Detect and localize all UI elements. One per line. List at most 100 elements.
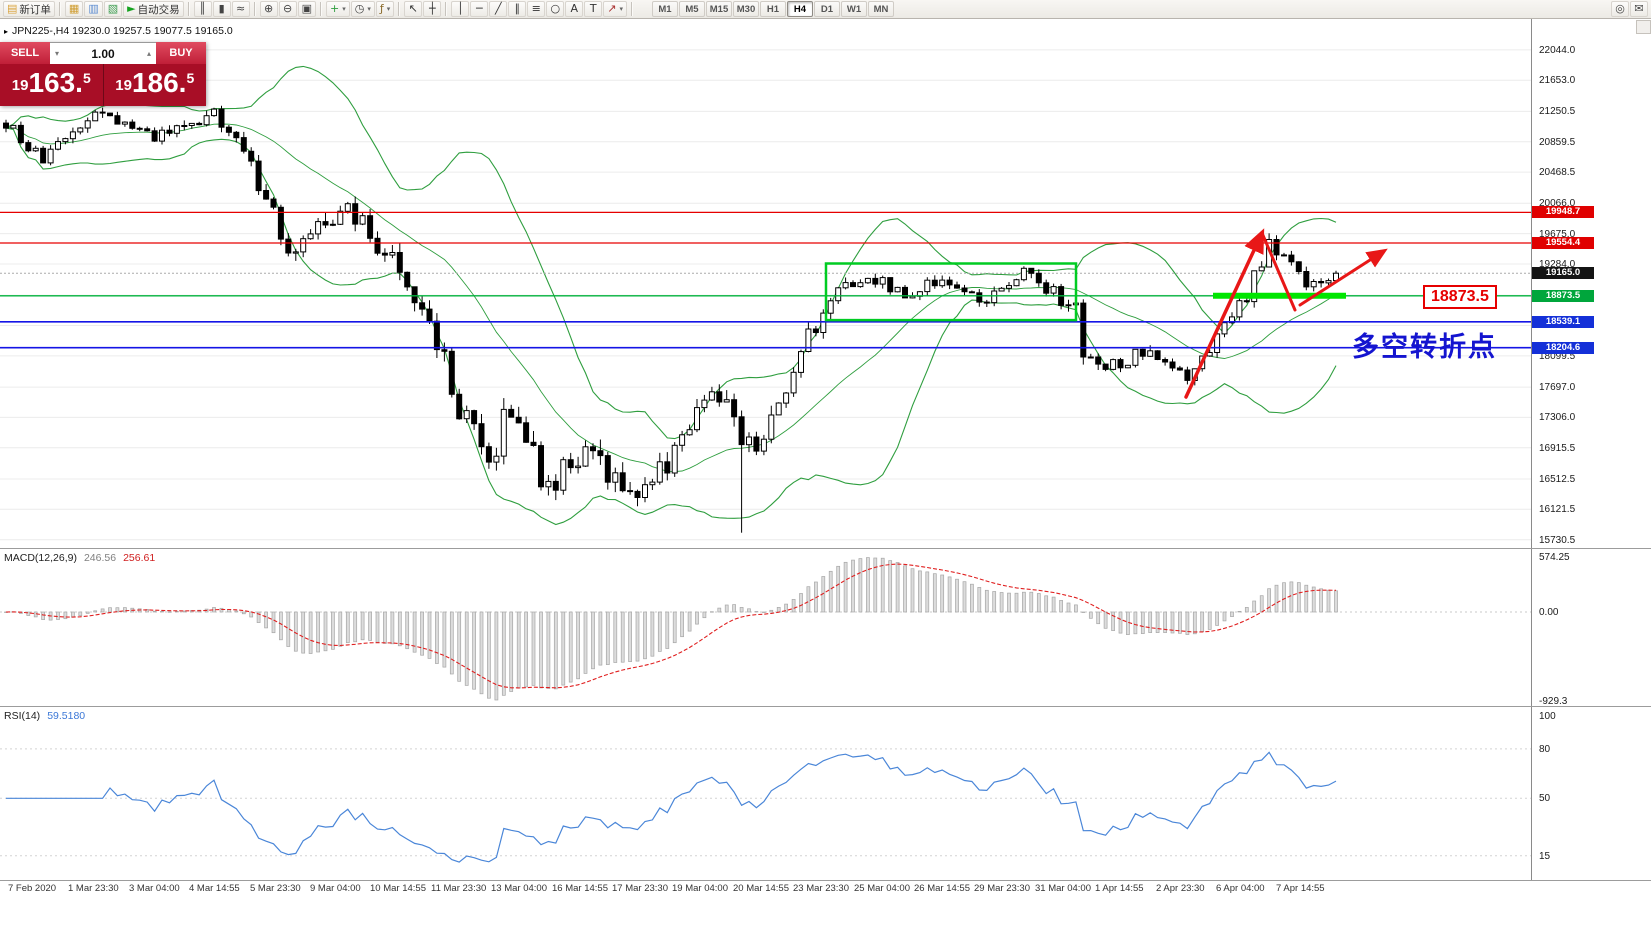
time-axis[interactable]: 7 Feb 2020 1 Mar 23:30 3 Mar 04:00 4 Mar 14…	[0, 881, 1651, 899]
time-axis-label: 7 Apr 14:55	[1276, 883, 1325, 894]
symbol-ohlc-text: JPN225-,H4 19230.0 19257.5 19077.5 19165…	[12, 25, 233, 37]
timeframe-h1-button[interactable]: H1	[759, 1, 786, 17]
tile-windows-button-icon: ▣	[301, 2, 312, 15]
sell-button[interactable]: SELL	[0, 42, 50, 64]
price-level-callout[interactable]: 18873.5	[1423, 285, 1497, 309]
buy-price[interactable]: 19 186. 5	[104, 64, 207, 106]
sell-price-prefix: 19	[11, 77, 29, 94]
price-axis-label: 15730.5	[1539, 535, 1576, 546]
toolbar-separator	[320, 2, 322, 16]
trendline-button[interactable]: ╱	[489, 1, 508, 17]
timeframe-d1-button[interactable]: D1	[813, 1, 840, 17]
time-axis-label: 31 Mar 04:00	[1035, 883, 1091, 894]
turning-point-annotation[interactable]: 多空转折点	[1352, 332, 1497, 362]
price-axis-label: 16915.5	[1539, 443, 1576, 454]
bollinger-bands	[5, 65, 1337, 526]
timeframe-h4-button[interactable]: H4	[786, 1, 813, 17]
channel-button[interactable]: ∥	[508, 1, 527, 17]
new-order-button[interactable]: ▤ 新订单	[3, 1, 55, 17]
community-button[interactable]: ✉	[1630, 1, 1648, 17]
candles-layer[interactable]	[3, 105, 1339, 533]
arrows-button-icon: ↗	[607, 2, 617, 15]
volume-field: ▾ ▴	[50, 42, 156, 64]
panel-separator[interactable]	[0, 548, 1651, 549]
price-axis[interactable]: 22044.0 21653.0 21250.5 20859.5 20468.5 20066…	[1531, 18, 1651, 880]
text-button[interactable]: A	[565, 1, 584, 17]
crosshair-button[interactable]: ┼	[423, 1, 442, 17]
timeframe-m30-button[interactable]: M30	[732, 1, 759, 17]
market-watch-button-icon: ▦	[68, 2, 80, 15]
chart-line-button[interactable]: ≈	[231, 1, 250, 17]
shapes-button[interactable]: ○	[546, 1, 565, 17]
time-axis-label: 10 Mar 14:55	[370, 883, 426, 894]
chart-scroll-button[interactable]	[1636, 20, 1651, 34]
trend-arrows[interactable]	[1184, 228, 1388, 399]
vertical-line-button[interactable]: │	[451, 1, 470, 17]
macd-signal-value: 256.61	[123, 552, 156, 564]
horizontal-line-button[interactable]: ─	[470, 1, 489, 17]
rsi-indicator-label: RSI(14) 59.5180	[4, 710, 85, 722]
chart-bars-button[interactable]: ║	[193, 1, 212, 17]
time-axis-label: 6 Apr 04:00	[1216, 883, 1265, 894]
time-axis-label: 23 Mar 23:30	[793, 883, 849, 894]
profiles-button[interactable]: ◷ ▾	[350, 1, 375, 17]
zoom-out-button[interactable]: ⊖	[278, 1, 297, 17]
zoom-in-button[interactable]: ⊕	[259, 1, 278, 17]
navigator-button[interactable]: ▧	[103, 1, 123, 17]
vertical-line-button-icon: │	[456, 2, 464, 15]
new-chart-button[interactable]: + ▾	[326, 1, 350, 17]
data-window-button[interactable]: ▥	[84, 1, 103, 17]
rsi-panel[interactable]	[0, 707, 1531, 880]
price-axis-label: 19675.0	[1539, 229, 1576, 240]
horizontal-level-lines[interactable]	[0, 211, 1531, 349]
navigator-button-icon: ▧	[107, 2, 119, 15]
time-axis-label: 2 Apr 23:30	[1156, 883, 1205, 894]
time-axis-label: 7 Feb 2020	[8, 883, 57, 894]
chart-candles-button[interactable]: ▮	[212, 1, 231, 17]
time-axis-label: 17 Mar 23:30	[612, 883, 668, 894]
indicators-button[interactable]: ƒ ▾	[375, 1, 395, 17]
symbol-info: ▸ JPN225-,H4 19230.0 19257.5 19077.5 191…	[4, 25, 233, 37]
time-axis-label: 1 Mar 23:30	[68, 883, 119, 894]
volume-increase-button[interactable]: ▴	[146, 49, 151, 58]
timeframe-mn-button[interactable]: MN	[867, 1, 894, 17]
fibonacci-button[interactable]: ≡	[527, 1, 546, 17]
main-toolbar: ▤ 新订单 ▦ ▥ ▧ ► 自动交易 ║ ▮ ≈ ⊕ ⊖ ▣ + ▾ ◷ ▾ ƒ ▾ ↖ ┼ │ ─ ╱ ∥ ≡ ○ A T ↗ ▾ M1 M5…	[0, 0, 1651, 19]
rsi-axis-label: 15	[1539, 851, 1551, 862]
cursor-button[interactable]: ↖	[404, 1, 423, 17]
crosshair-button-icon: ┼	[428, 2, 436, 15]
consolidation-box[interactable]	[824, 262, 1078, 322]
chart-line-button-icon: ≈	[235, 2, 246, 15]
chart-candles-button-icon: ▮	[218, 2, 225, 15]
zoom-out-button-icon: ⊖	[282, 2, 293, 15]
toolbar-separator	[445, 2, 448, 16]
label-button-icon: T	[589, 2, 597, 15]
arrows-button[interactable]: ↗ ▾	[603, 1, 627, 17]
macd-panel[interactable]	[0, 549, 1531, 706]
search-button[interactable]: ◎	[1611, 1, 1629, 17]
timeframe-m5-button[interactable]: M5	[678, 1, 705, 17]
time-axis-label: 13 Mar 04:00	[491, 883, 547, 894]
time-axis-label: 19 Mar 04:00	[672, 883, 728, 894]
price-badge: 18873.5	[1532, 290, 1594, 302]
autotrading-button[interactable]: ► 自动交易	[123, 1, 184, 17]
timeframe-w1-button[interactable]: W1	[840, 1, 867, 17]
rsi-line	[6, 751, 1337, 863]
label-button[interactable]: T	[584, 1, 603, 17]
panel-separator[interactable]	[0, 706, 1651, 707]
candlestick-chart[interactable]	[0, 18, 1531, 548]
market-watch-button[interactable]: ▦	[64, 1, 84, 17]
buy-button[interactable]: BUY	[156, 42, 206, 64]
price-axis-label: 21250.5	[1539, 106, 1576, 117]
sell-price[interactable]: 19 163. 5	[0, 64, 103, 106]
volume-decrease-button[interactable]: ▾	[54, 49, 59, 58]
search-button-icon: ◎	[1615, 2, 1625, 15]
volume-input[interactable]	[64, 45, 142, 62]
time-axis-label: 3 Mar 04:00	[129, 883, 180, 894]
panel-separator[interactable]	[0, 880, 1651, 881]
timeframe-m15-button[interactable]: M15	[705, 1, 732, 17]
autotrading-button-icon: ►	[127, 2, 136, 15]
toolbar-separator	[398, 2, 401, 16]
timeframe-m1-button[interactable]: M1	[651, 1, 678, 17]
tile-windows-button[interactable]: ▣	[297, 1, 316, 17]
